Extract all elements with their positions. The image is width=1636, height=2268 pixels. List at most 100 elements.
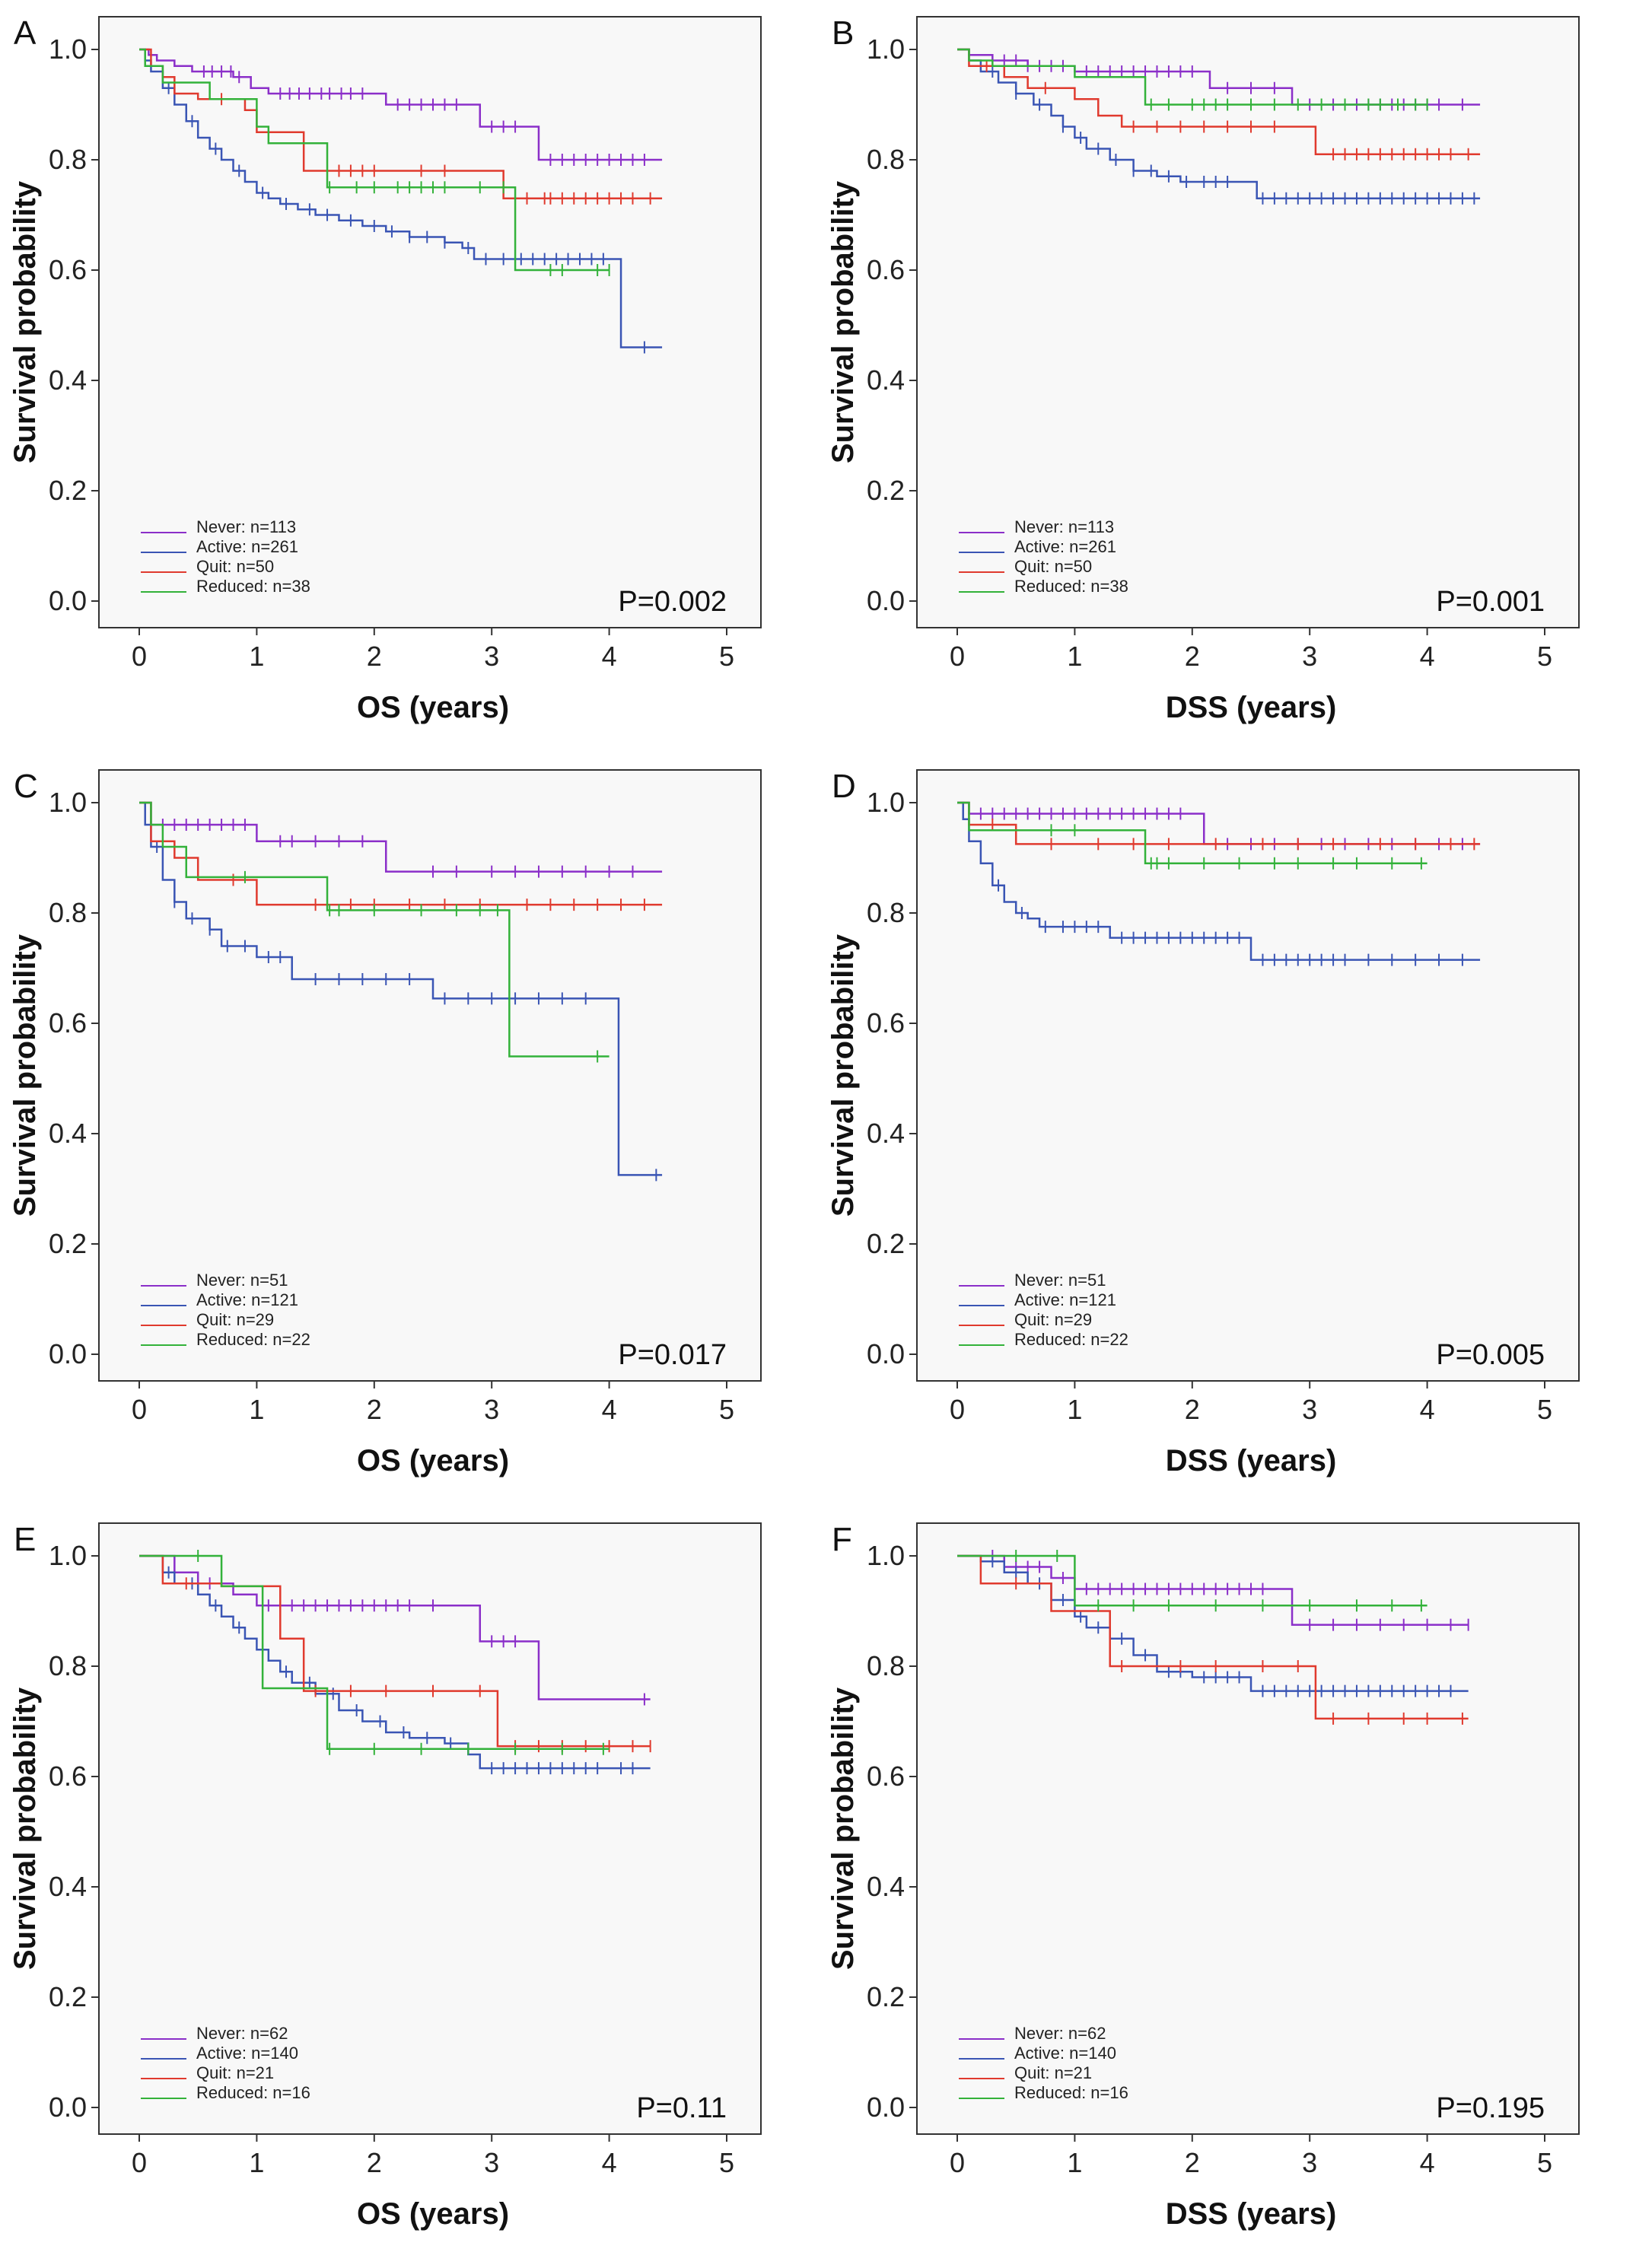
legend-series-name: Active: <box>1014 1290 1069 1309</box>
legend-series-n: n=113 <box>250 517 296 536</box>
km-curve-reduced <box>957 801 1428 864</box>
km-curve-never <box>139 48 663 161</box>
x-tick-label: 1 <box>249 2147 264 2178</box>
legend-label-quit: Quit: n=21 <box>196 2063 274 2082</box>
km-plot-b: B 0.0 0.2 0.4 0.6 0.8 1.0 0 1 2 3 4 5 DSS (years) Surv… <box>826 14 1580 724</box>
x-tick-label: 1 <box>1067 2147 1082 2178</box>
legend-series-n: n=38 <box>272 577 310 596</box>
x-tick-label: 3 <box>484 641 499 672</box>
panel-c: C 0.0 0.2 0.4 0.6 0.8 1.0 0 1 2 3 4 5 OS (years) Survi… <box>0 753 818 1506</box>
x-tick-label: 5 <box>719 641 734 672</box>
legend-series-name: Active: <box>196 1290 251 1309</box>
x-axis-title: DSS (years) <box>1166 1444 1337 1478</box>
y-tick-label: 1.0 <box>867 787 905 818</box>
legend-series-name: Quit: <box>196 1310 237 1329</box>
legend-series-n: n=140 <box>251 2044 298 2063</box>
legend-series-name: Never: <box>196 517 250 536</box>
y-axis-title: Survival probability <box>826 1687 860 1970</box>
series-active <box>139 48 663 354</box>
series-reduced <box>957 1550 1428 1612</box>
x-tick-label: 0 <box>950 2147 965 2178</box>
x-tick-label: 2 <box>1185 641 1200 672</box>
km-curve-reduced <box>139 801 610 1058</box>
x-tick-label: 4 <box>602 1394 617 1425</box>
series-active <box>957 1554 1469 1697</box>
y-tick-label: 0.4 <box>867 1871 905 1902</box>
x-tick-label: 4 <box>1420 1394 1435 1425</box>
legend-series-name: Never: <box>196 1271 250 1290</box>
legend-series-n: n=51 <box>250 1271 288 1290</box>
km-plot-e: E 0.0 0.2 0.4 0.6 0.8 1.0 0 1 2 3 4 5 OS (years) Survi… <box>8 1521 762 2231</box>
x-tick-label: 3 <box>484 1394 499 1425</box>
legend-series-n: n=140 <box>1069 2044 1116 2063</box>
legend-label-quit: Quit: n=50 <box>1014 557 1092 576</box>
x-tick-label: 3 <box>1302 641 1317 672</box>
legend-series-name: Never: <box>1014 517 1068 536</box>
legend-label-never: Never: n=51 <box>1014 1271 1106 1290</box>
legend-label-reduced: Reduced: n=38 <box>196 577 310 596</box>
legend-series-name: Active: <box>1014 2044 1069 2063</box>
x-tick-label: 2 <box>367 1394 382 1425</box>
legend-series-n: n=22 <box>1090 1330 1128 1349</box>
y-tick-label: 0.6 <box>49 254 87 285</box>
p-value: P=0.001 <box>1436 586 1545 618</box>
x-tick-label: 4 <box>602 641 617 672</box>
x-tick-label: 5 <box>1537 641 1552 672</box>
y-tick-label: 0.2 <box>49 475 87 506</box>
y-tick-label: 0.4 <box>49 364 87 396</box>
x-tick-label: 5 <box>1537 2147 1552 2178</box>
legend-series-name: Never: <box>1014 2024 1068 2043</box>
y-axis-title: Survival probability <box>826 934 860 1217</box>
y-tick-label: 0.0 <box>867 2091 905 2123</box>
km-curve-active <box>957 48 1481 199</box>
plot-area <box>916 769 1580 1382</box>
y-tick-label: 0.6 <box>867 1761 905 1792</box>
panel-a: A 0.0 0.2 0.4 0.6 0.8 1.0 0 1 2 3 4 5 OS (years) Survi… <box>0 0 818 753</box>
plot-area <box>98 1522 762 2135</box>
y-tick-label: 0.8 <box>49 897 87 928</box>
y-axis-title: Survival probability <box>8 180 42 463</box>
legend-series-name: Reduced: <box>196 577 272 596</box>
panel-b: B 0.0 0.2 0.4 0.6 0.8 1.0 0 1 2 3 4 5 DSS (years) Surv… <box>818 0 1636 753</box>
legend-label-reduced: Reduced: n=22 <box>1014 1330 1128 1349</box>
y-tick-label: 0.4 <box>867 364 905 396</box>
x-axis-title: OS (years) <box>357 2197 509 2231</box>
series-active <box>957 801 1481 966</box>
x-tick-label: 5 <box>1537 1394 1552 1425</box>
panel-letter: F <box>832 1521 852 1558</box>
plot-area <box>916 16 1580 628</box>
x-tick-label: 0 <box>132 641 147 672</box>
legend-series-n: n=62 <box>1068 2024 1106 2043</box>
legend-series-n: n=121 <box>251 1290 298 1309</box>
y-tick-label: 0.6 <box>49 1761 87 1792</box>
x-tick-label: 4 <box>1420 641 1435 672</box>
legend-label-active: Active: n=261 <box>196 537 298 556</box>
y-tick-label: 0.8 <box>867 1650 905 1681</box>
y-tick-label: 0.4 <box>867 1118 905 1149</box>
p-value: P=0.11 <box>636 2092 727 2124</box>
y-tick-label: 0.0 <box>867 585 905 616</box>
legend-series-n: n=22 <box>272 1330 310 1349</box>
legend-series-n: n=21 <box>1055 2063 1093 2082</box>
km-curve-quit <box>139 1554 651 1748</box>
y-axis-title: Survival probability <box>8 1687 42 1970</box>
x-tick-label: 4 <box>1420 2147 1435 2178</box>
legend-series-n: n=38 <box>1090 577 1128 596</box>
x-axis-title: OS (years) <box>357 1444 509 1478</box>
legend-label-active: Active: n=121 <box>196 1290 298 1309</box>
y-tick-label: 1.0 <box>49 1540 87 1571</box>
legend-series-n: n=261 <box>251 537 298 556</box>
legend-series-name: Active: <box>196 2044 251 2063</box>
legend-series-n: n=62 <box>250 2024 288 2043</box>
series-reduced <box>139 801 610 1063</box>
legend-label-active: Active: n=140 <box>1014 2044 1116 2063</box>
x-axis-title: DSS (years) <box>1166 691 1337 724</box>
km-curve-reduced <box>139 1554 610 1750</box>
km-curve-never <box>139 1554 651 1700</box>
x-tick-label: 2 <box>1185 2147 1200 2178</box>
legend-series-name: Reduced: <box>1014 577 1090 596</box>
legend-series-name: Reduced: <box>196 1330 272 1349</box>
y-tick-label: 0.0 <box>49 1338 87 1369</box>
x-tick-label: 2 <box>1185 1394 1200 1425</box>
panel-e: E 0.0 0.2 0.4 0.6 0.8 1.0 0 1 2 3 4 5 OS (years) Survi… <box>0 1506 818 2260</box>
